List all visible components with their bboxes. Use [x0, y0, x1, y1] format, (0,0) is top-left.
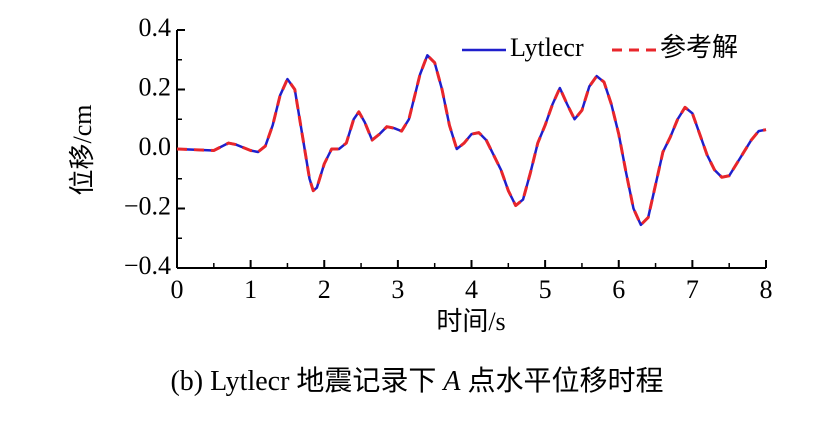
caption-text: 点水平位移时程	[461, 365, 664, 397]
x-axis-label: 时间/s	[436, 307, 505, 336]
x-tick-label: 6	[612, 275, 625, 304]
x-tick-label: 0	[171, 275, 184, 304]
x-tick-label: 7	[686, 275, 699, 304]
series-line	[176, 53, 767, 227]
x-tick-label: 1	[244, 275, 257, 304]
x-tick-label: 4	[465, 275, 478, 304]
x-tick-label: 3	[391, 275, 404, 304]
legend-label: Lytlecr	[510, 33, 584, 62]
caption: (b) Lytlecr 地震记录下 A 点水平位移时程	[170, 365, 663, 397]
y-tick-label: 0.0	[139, 132, 172, 161]
y-axis-label: 位移/cm	[68, 105, 97, 196]
y-tick-label: −0.4	[124, 251, 171, 280]
y-tick-label: −0.2	[124, 191, 171, 220]
x-tick-label: 2	[318, 275, 331, 304]
x-tick-label: 8	[760, 275, 773, 304]
y-tick-label: 0.2	[139, 72, 172, 101]
series-line	[176, 54, 767, 227]
caption-text: (b) Lytlecr 地震记录下	[170, 365, 443, 397]
legend-label: 参考解	[660, 33, 738, 62]
x-tick-label: 5	[539, 275, 552, 304]
y-tick-label: 0.4	[139, 13, 172, 42]
caption-text: A	[441, 366, 461, 397]
